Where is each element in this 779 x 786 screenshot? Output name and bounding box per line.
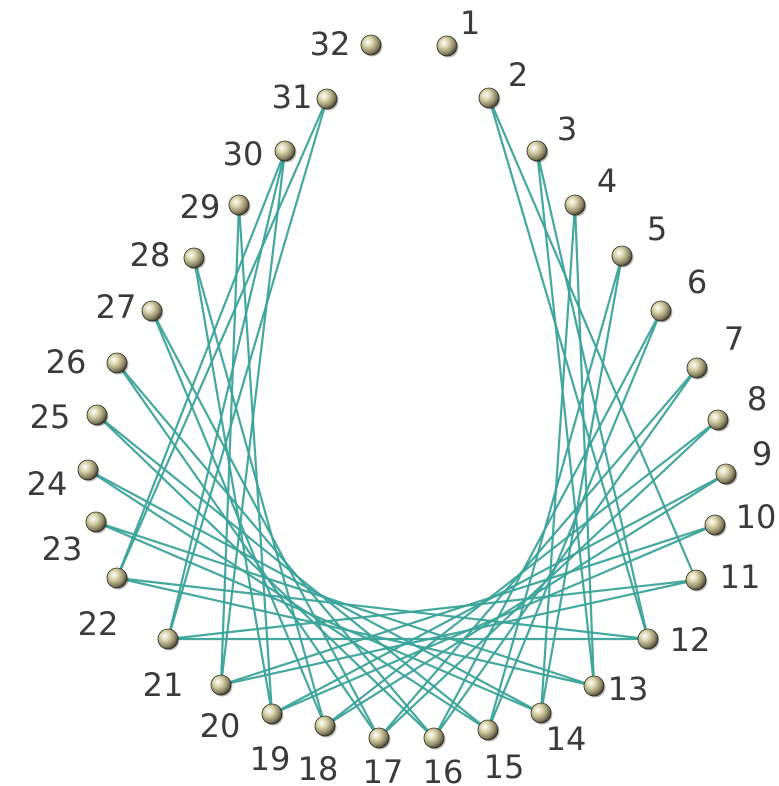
thread-17-27: [150, 309, 381, 740]
nail-21: [157, 628, 180, 651]
thread-15-25: [95, 413, 490, 732]
thread-13-23: [94, 520, 596, 688]
nail-label-9: 9: [752, 435, 772, 473]
thread-22-31: [115, 97, 329, 580]
nail-15: [477, 719, 500, 742]
nail-1: [436, 35, 459, 58]
nail-12: [637, 628, 660, 651]
label-layer: 1234567891011121314151617181920212223242…: [27, 4, 777, 786]
nail-4: [564, 194, 587, 217]
thread-13-22: [115, 576, 596, 688]
nail-10: [704, 514, 727, 537]
nail-20: [210, 674, 233, 697]
thread-15-24: [86, 468, 490, 732]
nail-30: [274, 140, 297, 163]
thread-7-17: [377, 366, 699, 740]
nail-label-6: 6: [687, 263, 707, 301]
nail-label-15: 15: [484, 748, 525, 786]
nail-13: [583, 675, 606, 698]
nail-label-4: 4: [597, 162, 617, 200]
nail-label-8: 8: [747, 380, 767, 418]
nail-6: [650, 300, 673, 323]
thread-21-31: [166, 97, 329, 641]
nail-label-22: 22: [78, 605, 119, 643]
thread-19-29: [237, 203, 274, 716]
nail-label-26: 26: [46, 343, 87, 381]
thread-3-12: [535, 149, 650, 641]
nail-label-13: 13: [608, 670, 649, 708]
nail-label-30: 30: [223, 135, 264, 173]
nail-label-2: 2: [508, 56, 528, 94]
nail-label-18: 18: [298, 750, 339, 786]
nail-label-31: 31: [272, 78, 313, 116]
thread-layer: [86, 96, 728, 740]
nail-17: [368, 727, 391, 750]
thread-17-26: [115, 361, 381, 740]
nail-23: [85, 511, 108, 534]
nail-31: [316, 88, 339, 111]
nail-layer: [77, 34, 738, 750]
thread-22-30: [115, 149, 287, 580]
nail-32: [360, 34, 383, 57]
nail-29: [228, 194, 251, 217]
nail-label-14: 14: [546, 720, 587, 758]
nail-label-28: 28: [130, 236, 171, 274]
nail-label-27: 27: [96, 288, 137, 326]
nail-25: [86, 404, 109, 427]
thread-5-15: [486, 254, 624, 732]
nail-3: [526, 140, 549, 163]
nail-11: [685, 569, 708, 592]
nail-27: [141, 300, 164, 323]
nail-7: [686, 357, 709, 380]
thread-7-16: [432, 366, 699, 740]
nail-label-17: 17: [363, 753, 404, 786]
nail-16: [423, 727, 446, 750]
nail-label-23: 23: [42, 530, 83, 568]
nail-label-29: 29: [180, 188, 221, 226]
nail-2: [478, 87, 501, 110]
nail-label-1: 1: [460, 4, 480, 42]
nail-26: [106, 352, 129, 375]
nail-5: [611, 245, 634, 268]
nail-label-16: 16: [423, 753, 464, 786]
nail-14: [530, 702, 553, 725]
nail-label-19: 19: [250, 740, 291, 778]
thread-12-22: [115, 576, 650, 641]
thread-8-18: [323, 418, 720, 728]
nail-18: [314, 715, 337, 738]
nail-label-3: 3: [557, 110, 577, 148]
nail-label-12: 12: [670, 621, 711, 659]
nail-label-32: 32: [310, 25, 351, 63]
thread-20-30: [219, 149, 287, 687]
nail-22: [106, 567, 129, 590]
thread-19-28: [192, 256, 274, 716]
nail-9: [715, 463, 738, 486]
nail-28: [183, 247, 206, 270]
thread-10-19: [270, 523, 717, 716]
thread-21-30: [166, 149, 287, 641]
thread-3-13: [535, 149, 596, 688]
nail-label-21: 21: [143, 666, 184, 704]
thread-18-28: [192, 256, 327, 728]
nail-label-20: 20: [200, 707, 241, 745]
nail-label-5: 5: [647, 210, 667, 248]
thread-14-23: [94, 520, 543, 715]
thread-2-12: [487, 96, 650, 641]
nail-label-7: 7: [724, 320, 744, 358]
nail-19: [261, 703, 284, 726]
nail-label-11: 11: [720, 558, 761, 596]
nail-label-24: 24: [27, 465, 68, 503]
thread-2-11: [487, 96, 698, 582]
nail-24: [77, 459, 100, 482]
nail-8: [707, 409, 730, 432]
thread-11-21: [166, 578, 698, 641]
thread-5-14: [539, 254, 624, 715]
nail-label-25: 25: [30, 398, 71, 436]
thread-6-16: [432, 309, 663, 740]
thread-20-29: [219, 203, 241, 687]
nail-label-10: 10: [736, 498, 777, 536]
thread-4-13: [573, 203, 596, 688]
